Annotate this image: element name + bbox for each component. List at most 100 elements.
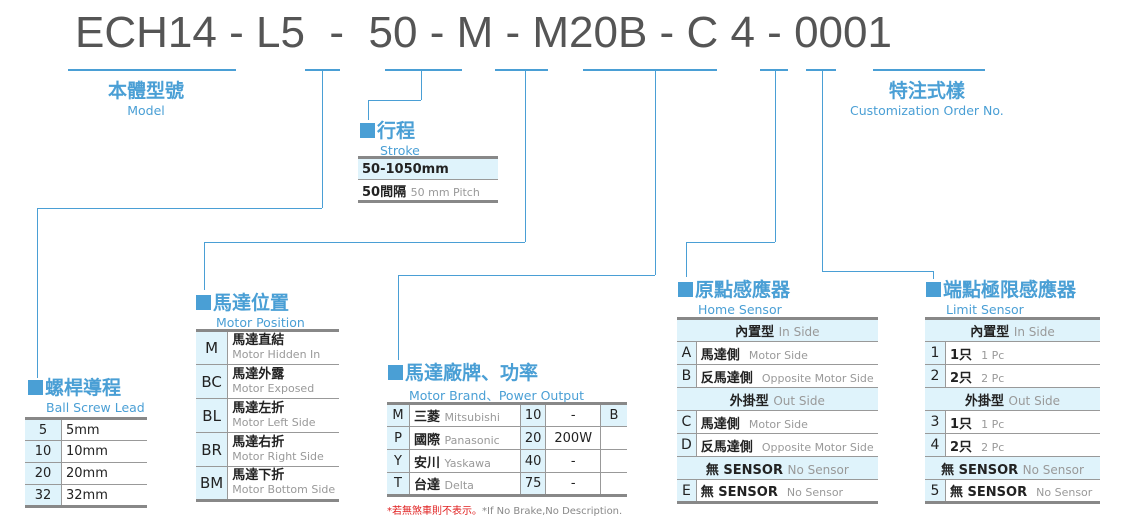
code-model: ECH14	[75, 8, 217, 57]
stroke-table: 50-1050mm 50間隔 50 mm Pitch	[358, 156, 498, 203]
table-cell: -	[545, 472, 601, 496]
model-label: 本體型號 Model	[108, 80, 185, 118]
position-zh: 馬達右折	[232, 434, 285, 450]
brand-note: *若無煞車則不表示。*If No Brake,No Description.	[387, 506, 623, 517]
table-cell: 5	[925, 479, 946, 503]
table-cell: 內置型 In Side	[925, 318, 1100, 342]
table-cell: 三菱 Mitsubishi	[409, 403, 521, 427]
table-cell: 20	[25, 462, 62, 485]
table-row: 32 32mm	[25, 484, 147, 507]
table-cell: B	[600, 403, 627, 427]
table-row: M 馬達直結 Motor Hidden In	[196, 330, 340, 365]
table-cell: -	[545, 403, 601, 427]
table-row: 無 SENSOR No Sensor	[677, 456, 878, 480]
table-cell: 75	[520, 472, 547, 496]
table-cell: 32mm	[61, 484, 147, 507]
table-cell: 外掛型 Out Side	[677, 387, 878, 411]
table-cell: 馬達下折 Motor Bottom Side	[227, 466, 340, 501]
table-cell: 無 SENSOR No Sensor	[925, 456, 1100, 480]
table-cell: BC	[196, 364, 229, 399]
stroke-heading: 行程 Stroke	[360, 116, 420, 158]
table-row: M 三菱 Mitsubishi 10- B	[387, 403, 627, 427]
code-custom: 0001	[794, 8, 892, 57]
lead-table: 5 5mm 10 10mm 20 20mm 32 32mm	[25, 417, 147, 508]
table-cell: 內置型 In Side	[677, 318, 878, 342]
table-row: 內置型 In Side	[925, 318, 1100, 342]
table-cell: M	[196, 330, 229, 365]
table-cell: 馬達右折 Motor Right Side	[227, 432, 340, 467]
home-heading: 原點感應器 Home Sensor	[678, 275, 790, 317]
table-row: C 馬達側 Motor Side	[677, 410, 878, 434]
code-brand: M20B	[532, 8, 648, 57]
table-cell: 安川 Yaskawa	[409, 449, 521, 473]
table-cell: 4	[925, 433, 946, 457]
position-en: Motor Hidden In	[232, 348, 321, 361]
table-row: Y 安川 Yaskawa 40-	[387, 449, 627, 473]
code-stroke: 50	[368, 8, 418, 57]
table-cell: Y	[387, 449, 410, 473]
position-zh: 馬達外露	[232, 366, 285, 382]
position-en: Motor Exposed	[232, 381, 315, 395]
table-row: 3 1只 1 Pc	[925, 410, 1100, 434]
table-cell	[600, 472, 627, 496]
position-zh: 馬達直結	[232, 333, 285, 348]
table-row: 外掛型 Out Side	[925, 387, 1100, 411]
table-row: P 國際 Panasonic 20 200W	[387, 426, 627, 450]
table-row: 內置型 In Side	[677, 318, 878, 342]
table-row: D 反馬達側 Opposite Motor Side	[677, 433, 878, 457]
table-row: 外掛型 Out Side	[677, 387, 878, 411]
table-row: BM 馬達下折 Motor Bottom Side	[196, 466, 340, 501]
table-cell: 2只 2 Pc	[945, 433, 1100, 457]
table-row: BR 馬達右折 Motor Right Side	[196, 432, 340, 467]
table-row: 無 SENSOR No Sensor	[925, 456, 1100, 480]
table-cell: 馬達外露 Motor Exposed	[227, 364, 340, 399]
table-cell: 國際 Panasonic	[409, 426, 521, 450]
table-cell: 無 SENSOR No Sensor	[696, 479, 878, 503]
table-cell: 2只 2 Pc	[945, 364, 1100, 388]
table-cell: 10mm	[61, 440, 147, 463]
table-cell: 2	[925, 364, 946, 388]
table-cell: BM	[196, 466, 229, 501]
table-cell: T	[387, 472, 410, 496]
table-cell: 反馬達側 Opposite Motor Side	[696, 433, 878, 457]
table-cell: 20	[520, 426, 547, 450]
table-cell: 馬達側 Motor Side	[696, 410, 878, 434]
table-cell: 1只 1 Pc	[945, 341, 1100, 365]
position-table: M 馬達直結 Motor Hidden In BC 馬達外露 Motor Exposed B…	[196, 329, 340, 502]
table-row: BL 馬達左折 Motor Left Side	[196, 398, 340, 433]
table-cell: 3	[925, 410, 946, 434]
lead-heading: 螺桿導程 Ball Screw Lead	[28, 373, 145, 415]
code-lead-prefix: L	[255, 8, 281, 57]
position-zh: 馬達左折	[232, 400, 285, 416]
table-cell	[600, 426, 627, 450]
table-row: T 台達 Delta 75-	[387, 472, 627, 496]
table-cell: 32	[25, 484, 62, 507]
table-cell: E	[677, 479, 697, 503]
table-cell: M	[387, 403, 410, 427]
table-cell: 10	[520, 403, 547, 427]
table-cell: 無 SENSOR No Sensor	[945, 479, 1100, 503]
position-heading: 馬達位置 Motor Position	[196, 288, 305, 330]
table-cell: BL	[196, 398, 229, 433]
table-cell: C	[677, 410, 697, 434]
table-cell: BR	[196, 432, 229, 467]
table-cell: 反馬達側 Opposite Motor Side	[696, 364, 878, 388]
table-row: 2 2只 2 Pc	[925, 364, 1100, 388]
table-row: B 反馬達側 Opposite Motor Side	[677, 364, 878, 388]
limit-table: 內置型 In Side 1 1只 1 Pc 2 2只 2 Pc 外掛型 Out Side 3…	[925, 317, 1100, 504]
table-cell: 10	[25, 440, 62, 463]
brand-table: M 三菱 Mitsubishi 10- B P 國際 Panasonic 20 200W Y 安川…	[387, 402, 627, 497]
table-row: 10 10mm	[25, 440, 147, 463]
home-table: 內置型 In Side A 馬達側 Motor Side B 反馬達側 Opposite…	[677, 317, 878, 504]
table-cell: P	[387, 426, 410, 450]
table-cell: 40	[520, 449, 547, 473]
table-row: A 馬達側 Motor Side	[677, 341, 878, 365]
model-code: ECH14 - L5 - 50 - M - M20B - C 4 - 0001	[75, 8, 892, 57]
table-row: BC 馬達外露 Motor Exposed	[196, 364, 340, 399]
table-cell: 5	[25, 418, 62, 441]
table-cell: 200W	[545, 426, 601, 450]
table-cell: -	[545, 449, 601, 473]
code-limit: 4	[730, 8, 755, 57]
